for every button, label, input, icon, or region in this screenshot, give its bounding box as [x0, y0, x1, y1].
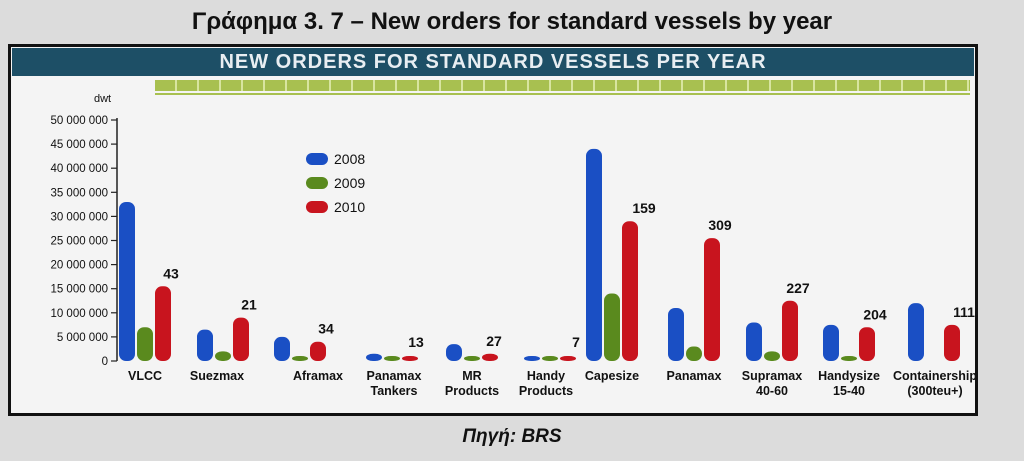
y-axis-unit-label: dwt — [94, 93, 111, 105]
bar-2010-0 — [155, 286, 171, 361]
category-label: Supramax — [742, 369, 802, 383]
category-label: Handy — [527, 369, 565, 383]
source-caption: Πηγή: BRS — [462, 426, 562, 447]
bar-2010-1 — [233, 317, 249, 361]
bar-2008-2 — [274, 336, 290, 361]
y-tick-label: 25 000 000 — [50, 236, 108, 248]
annotation-label: 13 — [408, 334, 424, 350]
y-tick-label: 50 000 000 — [50, 115, 108, 127]
bar-2008-3 — [366, 353, 382, 361]
category-label: Handysize — [818, 369, 880, 383]
category-label: Containership — [893, 369, 977, 383]
y-tick-label: 15 000 000 — [50, 284, 108, 296]
bar-2010-2 — [310, 341, 326, 361]
category-label: MR — [462, 369, 481, 383]
bar-2010-8 — [782, 300, 798, 361]
chart-banner-title: NEW ORDERS FOR STANDARD VESSELS PER YEAR — [12, 48, 974, 76]
category-label: 40-60 — [756, 384, 788, 398]
category-label: Products — [519, 384, 573, 398]
bar-2008-10 — [908, 303, 924, 361]
y-tick-label: 10 000 000 — [50, 308, 108, 320]
bar-2010-9 — [859, 327, 875, 361]
bar-2009-0 — [137, 327, 153, 361]
bar-2009-8 — [764, 351, 780, 361]
bar-2009-9 — [841, 356, 857, 361]
category-label: Suezmax — [190, 369, 244, 383]
bar-2008-5 — [524, 356, 540, 361]
annotation-label: 43 — [163, 265, 179, 281]
y-tick-label: 35 000 000 — [50, 187, 108, 199]
annotation-label: 309 — [708, 217, 732, 233]
bar-2008-8 — [746, 322, 762, 361]
y-tick-label: 0 — [102, 356, 108, 368]
category-label: Tankers — [370, 384, 417, 398]
bar-2010-4 — [482, 353, 498, 361]
legend-label-2010: 2010 — [334, 199, 365, 215]
bar-2008-6 — [586, 148, 602, 361]
bar-2009-1 — [215, 351, 231, 361]
category-label: Panamax — [367, 369, 422, 383]
bar-2008-0 — [119, 201, 135, 361]
decorative-line — [155, 93, 970, 95]
annotation-label: 34 — [318, 321, 334, 337]
annotation-label: 159 — [632, 200, 656, 216]
category-label: VLCC — [128, 369, 162, 383]
bar-2008-7 — [668, 307, 684, 361]
bar-2009-4 — [464, 356, 480, 361]
bar-2010-6 — [622, 221, 638, 361]
legend-label-2009: 2009 — [334, 175, 365, 191]
bar-2008-1 — [197, 329, 213, 361]
annotation-label: 227 — [786, 280, 810, 296]
bar-2009-2 — [292, 356, 308, 361]
legend-swatch-2010 — [306, 201, 328, 213]
legend-label-2008: 2008 — [334, 151, 365, 167]
y-tick-label: 20 000 000 — [50, 260, 108, 272]
annotation-label: 204 — [863, 306, 887, 322]
y-tick-label: 45 000 000 — [50, 139, 108, 151]
bar-2009-5 — [542, 356, 558, 361]
category-label: Panamax — [667, 369, 722, 383]
bar-2010-5 — [560, 356, 576, 361]
y-tick-label: 40 000 000 — [50, 163, 108, 175]
bar-2010-7 — [704, 238, 720, 361]
bar-2010-3 — [402, 356, 418, 361]
annotation-label: 21 — [241, 297, 257, 313]
figure-title: Γράφημα 3. 7 – New orders for standard v… — [191, 8, 833, 35]
annotation-label: 7 — [572, 334, 580, 350]
bar-2009-7 — [686, 346, 702, 361]
annotation-label: 27 — [486, 333, 502, 349]
category-label: (300teu+) — [907, 384, 962, 398]
category-label: Capesize — [585, 369, 639, 383]
bar-2008-4 — [446, 344, 462, 361]
category-label: Products — [445, 384, 499, 398]
bar-2009-6 — [604, 293, 620, 361]
annotation-label: 111 — [953, 304, 975, 320]
legend-swatch-2009 — [306, 177, 328, 189]
category-label: 15-40 — [833, 384, 865, 398]
y-tick-label: 30 000 000 — [50, 211, 108, 223]
bar-2009-3 — [384, 356, 400, 361]
bar-2008-9 — [823, 324, 839, 361]
legend-swatch-2008 — [306, 153, 328, 165]
category-label: Aframax — [293, 369, 343, 383]
y-tick-label: 5 000 000 — [57, 332, 108, 344]
bar-2010-10 — [944, 324, 960, 361]
decorative-stripe — [155, 80, 970, 91]
